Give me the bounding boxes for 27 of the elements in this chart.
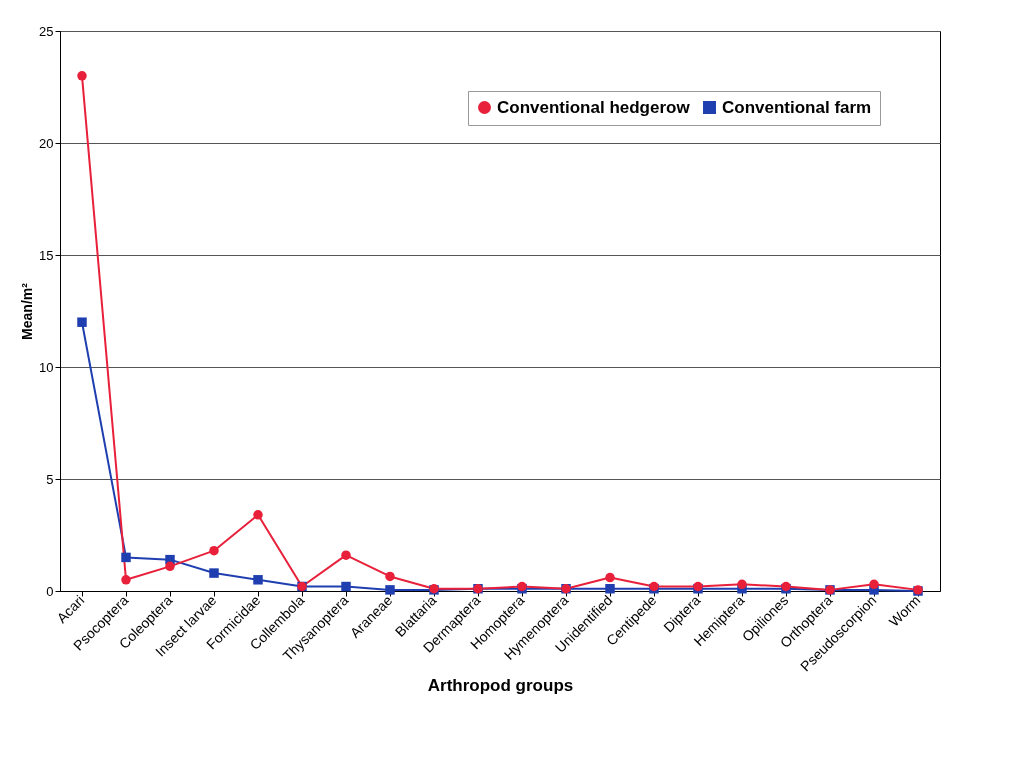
point: [77, 317, 87, 327]
y-axis-title: Mean/m²: [19, 282, 36, 340]
point: [341, 581, 351, 592]
x-axis-title: Arthropod groups: [427, 676, 574, 696]
point: [869, 579, 879, 590]
y-tick-label: 15: [39, 247, 54, 263]
y-tick-label: 10: [39, 359, 54, 375]
point: [253, 510, 263, 520]
point: [77, 71, 87, 81]
point: [253, 575, 263, 585]
point: [605, 572, 615, 583]
legend-label: Conventional hedgerow: [497, 97, 691, 117]
legend-label: Conventional farm: [722, 97, 872, 117]
point: [385, 585, 395, 595]
point: [209, 568, 219, 578]
point: [165, 561, 175, 572]
point: [605, 584, 615, 594]
point: [209, 545, 219, 556]
y-tick-label: 5: [46, 471, 54, 487]
point: [121, 575, 131, 585]
y-tick-label: 20: [39, 135, 54, 151]
y-tick-label: 0: [46, 583, 54, 599]
y-tick-label: 25: [39, 23, 54, 39]
point: [737, 579, 747, 590]
point: [121, 552, 131, 563]
point: [385, 571, 395, 582]
point: [341, 550, 351, 560]
